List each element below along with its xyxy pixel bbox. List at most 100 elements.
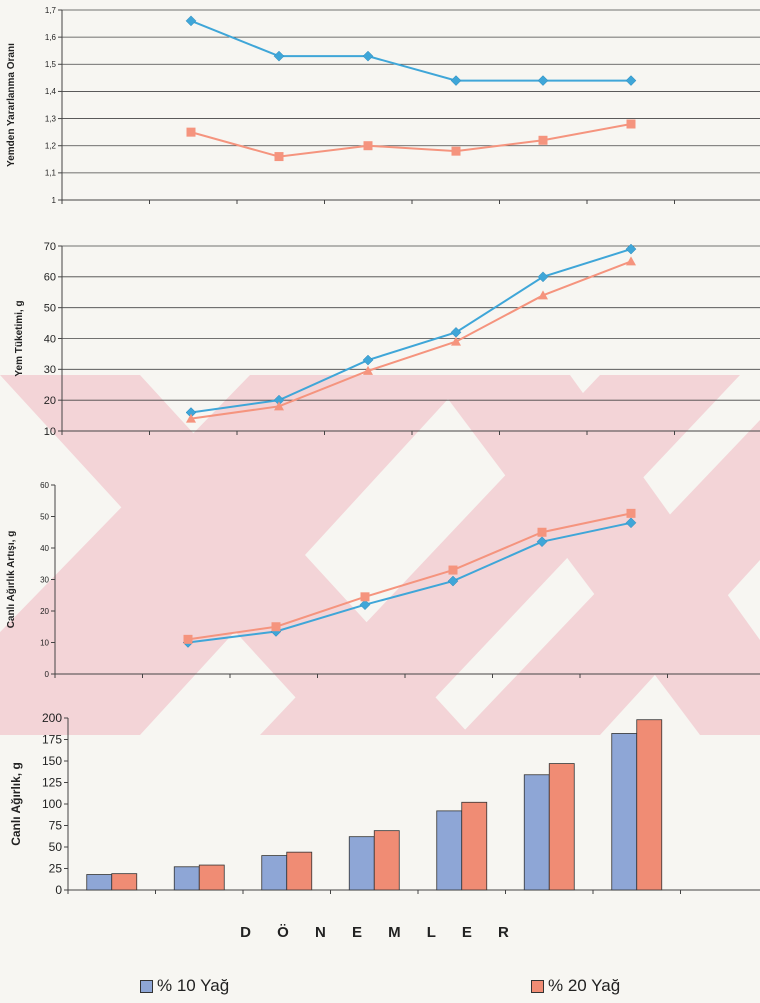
- y-tick-label: 60: [44, 272, 56, 284]
- y-tick-label: 10: [40, 638, 49, 647]
- data-point-square: [626, 119, 636, 129]
- data-point-triangle: [538, 290, 548, 300]
- series-line-1: [190, 248, 632, 414]
- data-point-diamond: [450, 326, 462, 338]
- data-point-square: [186, 127, 196, 137]
- data-point-square: [274, 152, 284, 162]
- chart-panel-2: 10 20 30 40 50 60 70 Yem Tüketimi, g: [14, 241, 760, 438]
- data-point-diamond: [625, 517, 637, 529]
- legend-swatch-10: [140, 979, 153, 993]
- bar-20-7: [636, 719, 663, 891]
- series-line-1: [187, 521, 632, 644]
- watermark-x-logo: [0, 375, 760, 735]
- bar-10-4: [348, 836, 375, 891]
- y-axis-label: Canlı Ağırlık, g: [9, 762, 23, 846]
- data-point-square: [626, 508, 636, 518]
- y-tick-label: 150: [42, 754, 62, 768]
- watermark-stripe-2: [0, 375, 470, 735]
- y-tick-label: 25: [49, 862, 63, 876]
- data-point-square: [537, 527, 547, 537]
- y-tick-label: 10: [44, 426, 56, 438]
- data-point-square: [360, 592, 370, 602]
- y-tick-label: 100: [42, 797, 62, 811]
- y-tick-label: 20: [44, 395, 56, 407]
- watermark-stripe-5: [460, 420, 760, 735]
- chart-panel-1: 1 1,1 1,2 1,3 1,4 1,5 1,6 1,7 Yemden Yararlanma …: [6, 6, 760, 205]
- y-tick-label: 1: [52, 196, 57, 205]
- data-point-diamond: [625, 243, 637, 255]
- data-point-diamond: [362, 354, 374, 366]
- data-point-diamond: [447, 575, 459, 587]
- legend-item-10: % 10 Yağ: [140, 976, 229, 996]
- y-tick-label: 50: [44, 303, 56, 315]
- data-point-square: [538, 135, 548, 145]
- y-tick-label: 40: [44, 333, 56, 345]
- data-point-square: [363, 141, 373, 151]
- data-point-triangle: [274, 401, 284, 411]
- x-axis-title: D Ö N E M L E R: [240, 924, 520, 941]
- y-tick-label: 1,5: [45, 60, 57, 69]
- y-tick-label: 1,4: [45, 87, 57, 96]
- data-point-diamond: [537, 271, 549, 283]
- data-point-triangle: [626, 256, 636, 266]
- y-tick-label: 60: [40, 481, 49, 490]
- chart-panel-4: 0 25 50 75 100 125 150 175 200 Canlı Ağırlık, g: [9, 711, 760, 897]
- data-point-square: [271, 622, 281, 632]
- data-point-square: [448, 565, 458, 575]
- data-point-diamond: [273, 50, 285, 62]
- data-point-triangle: [186, 413, 196, 423]
- series-line-2: [187, 512, 632, 641]
- data-point-square: [183, 634, 193, 644]
- bar-20-1: [111, 873, 138, 891]
- legend-item-20: % 20 Yağ: [531, 976, 620, 996]
- bar-20-3: [286, 851, 313, 891]
- data-point-triangle: [363, 365, 373, 375]
- y-tick-label: 125: [42, 776, 62, 790]
- y-tick-label: 70: [44, 241, 56, 253]
- bar-10-2: [173, 866, 200, 891]
- data-point-diamond: [450, 75, 462, 86]
- legend-swatch-20: [531, 979, 544, 993]
- y-axis-label: Canlı Ağırlık Artışı, g: [6, 531, 17, 629]
- data-point-diamond: [625, 75, 637, 86]
- y-tick-label: 1,6: [45, 33, 57, 42]
- y-tick-label: 75: [49, 819, 63, 833]
- y-tick-label: 1,3: [45, 114, 57, 123]
- y-axis-label: Yemden Yararlanma Oranı: [6, 43, 17, 167]
- y-tick-label: 40: [40, 544, 49, 553]
- bar-20-5: [461, 801, 488, 891]
- y-tick-label: 175: [42, 733, 62, 747]
- bar-20-2: [198, 864, 225, 891]
- bar-20-6: [548, 763, 575, 891]
- chart-panel-3: 0 10 20 30 40 50 60 Canlı Ağırlık Artışı, g: [6, 481, 760, 679]
- y-tick-label: 50: [49, 840, 63, 854]
- bar-10-5: [436, 810, 463, 891]
- legend-label-10: % 10 Yağ: [157, 976, 230, 995]
- data-point-diamond: [536, 536, 548, 548]
- data-point-diamond: [359, 599, 371, 611]
- y-tick-label: 0: [55, 883, 62, 897]
- series-line-2: [190, 260, 632, 420]
- y-tick-label: 1,7: [45, 6, 57, 15]
- bar-10-3: [261, 855, 288, 891]
- bar-10-7: [611, 733, 638, 891]
- data-point-square: [451, 146, 461, 156]
- data-point-diamond: [362, 50, 374, 62]
- y-tick-label: 0: [45, 670, 50, 679]
- y-tick-label: 200: [42, 711, 62, 725]
- data-point-diamond: [185, 15, 197, 27]
- series-line-2: [190, 123, 632, 158]
- bar-10-1: [86, 874, 113, 891]
- legend-label-20: % 20 Yağ: [548, 976, 621, 995]
- bar-10-6: [523, 774, 550, 891]
- y-tick-label: 1,2: [45, 142, 57, 151]
- y-tick-label: 30: [44, 364, 56, 376]
- series-line-1: [190, 19, 631, 82]
- charts-group: 1 1,1 1,2 1,3 1,4 1,5 1,6 1,7 Yemden Yararlanma …: [6, 6, 760, 897]
- y-tick-label: 50: [40, 512, 49, 521]
- data-point-triangle: [451, 336, 461, 346]
- y-tick-label: 30: [40, 575, 49, 584]
- y-tick-label: 20: [40, 607, 49, 616]
- bar-20-4: [373, 830, 400, 891]
